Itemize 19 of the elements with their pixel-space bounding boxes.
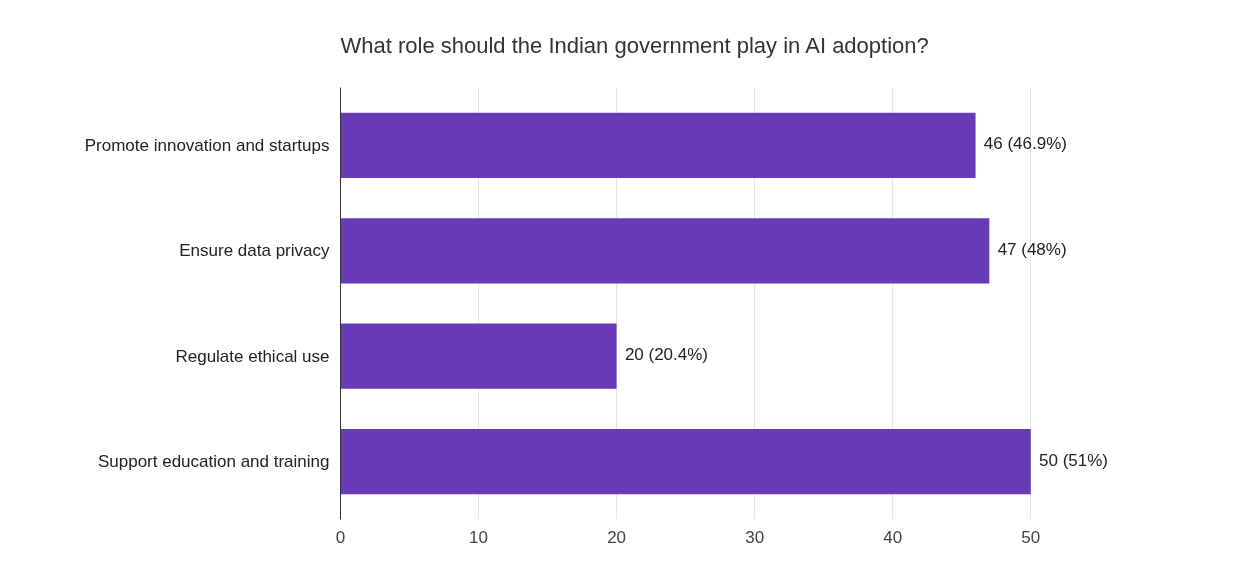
x-tick-label: 30 [745,527,765,547]
data-label: 50 (51%) [1039,450,1109,470]
data-label: 46 (46.9%) [983,134,1067,154]
bar [340,323,617,389]
y-tick-label: Regulate ethical use [175,346,330,366]
chart-title: What role should the Indian government play in AI adoption? [340,32,929,58]
y-tick-label: Ensure data privacy [179,241,330,261]
bar [340,112,976,179]
data-label: 47 (48%) [997,239,1067,259]
bar [340,218,990,284]
x-tick-label: 50 [1021,527,1041,547]
x-tick-label: 0 [335,527,346,547]
y-tick-label: Support education and training [97,452,330,472]
x-tick-label: 40 [883,527,903,547]
y-tick-label: Promote innovation and startups [84,135,330,155]
x-tick-label: 10 [469,527,489,547]
x-tick-label: 20 [607,527,627,547]
data-label: 20 (20.4%) [624,345,709,365]
bar [340,428,1031,495]
